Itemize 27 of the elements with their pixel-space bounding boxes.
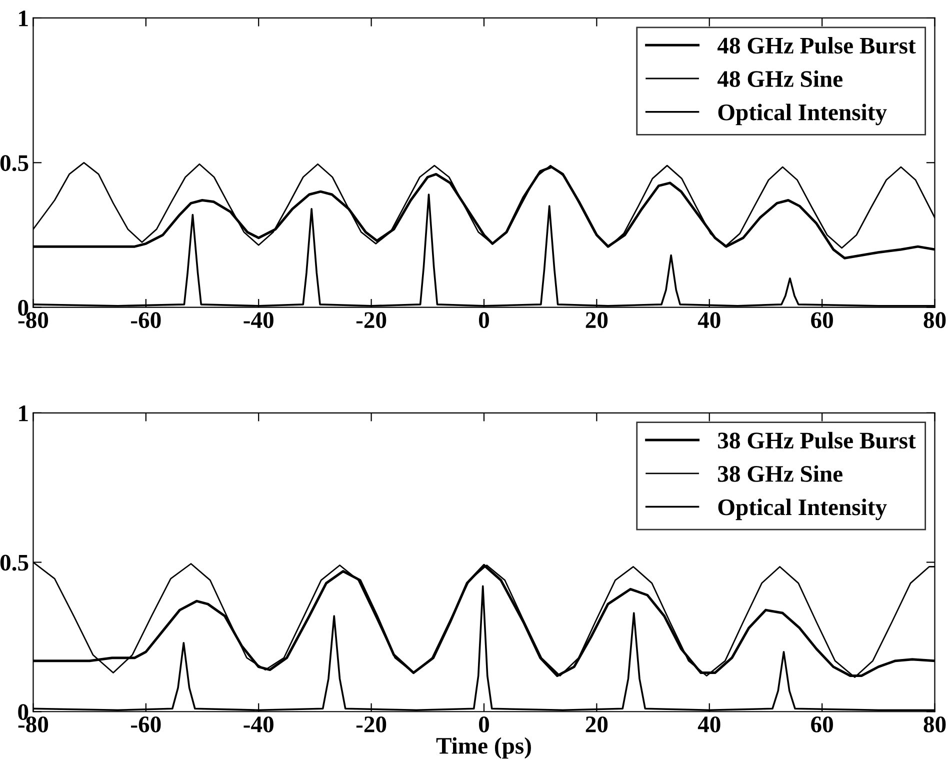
- y-tick-label: 1: [19, 406, 28, 422]
- y-tick-label: 0.5: [0, 155, 28, 172]
- x-tick-label: 80: [924, 716, 946, 732]
- x-tick-label: 80: [924, 312, 946, 328]
- x-tick-label: 20: [586, 716, 608, 732]
- x-tick-label: -60: [131, 312, 161, 328]
- x-tick-label: 20: [586, 312, 608, 328]
- x-tick-label: -40: [244, 312, 274, 328]
- x-tick-label: -40: [244, 716, 274, 732]
- legend-label: Optical Intensity: [718, 498, 887, 520]
- x-tick-label: 40: [698, 716, 720, 732]
- x-tick-label: 0: [478, 312, 489, 328]
- x-tick-label: -20: [356, 716, 386, 732]
- x-tick-label: 60: [811, 716, 833, 732]
- legend-label: 48 GHz Pulse Burst: [717, 37, 916, 54]
- x-tick-label: 60: [811, 312, 833, 328]
- legend-label: 38 GHz Pulse Burst: [718, 432, 916, 449]
- y-tick-label: 1: [19, 10, 28, 26]
- legend-label: Optical Intensity: [718, 104, 887, 126]
- x-axis-title: Time (ps): [436, 737, 531, 759]
- legend-label: 38 GHz Sine: [718, 465, 842, 482]
- legend-label: 48 GHz Sine: [717, 70, 842, 87]
- x-tick-label: 40: [698, 312, 720, 328]
- x-tick-label: -20: [356, 312, 386, 328]
- x-tick-label: -60: [131, 716, 161, 732]
- x-tick-label: 0: [478, 716, 489, 732]
- y-tick-label: 0.5: [0, 554, 28, 571]
